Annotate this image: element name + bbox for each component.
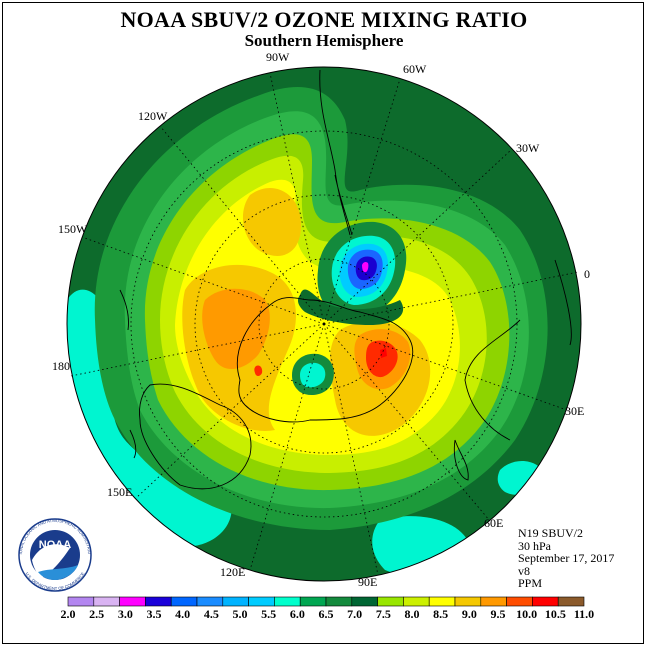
info-units: PPM bbox=[518, 576, 543, 590]
info-level: 30 hPa bbox=[518, 538, 551, 553]
lon-label-30w: 30W bbox=[516, 141, 540, 155]
colorbar-swatch bbox=[506, 596, 533, 607]
colorbar-tick-label: 9.0 bbox=[462, 607, 477, 621]
contour-9-5-west bbox=[202, 288, 270, 370]
colorbar-swatch bbox=[119, 596, 146, 607]
colorbar-swatch bbox=[248, 596, 275, 607]
colorbar-swatch bbox=[428, 596, 456, 607]
lon-label-60w: 60W bbox=[403, 62, 427, 76]
colorbar-tick-label: 6.5 bbox=[319, 607, 334, 621]
logo-seagull bbox=[32, 544, 70, 578]
colorbar-tick-label: 5.5 bbox=[261, 607, 276, 621]
latitude-circles bbox=[66, 66, 582, 582]
colorbar-tick-label: 7.0 bbox=[347, 607, 362, 621]
info-date: September 17, 2017 bbox=[518, 551, 615, 565]
lon-label-150e: 150E bbox=[107, 485, 132, 499]
lon-label-180: 180 bbox=[52, 359, 70, 373]
minimum-3-0 bbox=[362, 261, 369, 273]
colorbar-swatch bbox=[480, 596, 507, 607]
colorbar-swatch bbox=[196, 596, 224, 607]
colorbar-swatch bbox=[557, 596, 585, 607]
colorbar-tick-label: 10.5 bbox=[545, 607, 566, 621]
colorbar-tick-label: 3.5 bbox=[147, 607, 162, 621]
logo-wave bbox=[38, 565, 78, 580]
colorbar-tick-label: 7.5 bbox=[376, 607, 391, 621]
colorbar-tick-label: 2.0 bbox=[61, 607, 76, 621]
colorbar-swatch bbox=[274, 596, 301, 607]
colorbar-tick-label: 6.0 bbox=[290, 607, 305, 621]
contour-10-0 bbox=[366, 340, 398, 378]
colorbar-swatch bbox=[170, 596, 198, 607]
lon-label-30e: 30E bbox=[565, 404, 584, 418]
longitude-labels: 90W 60W 120W 30W 150W 0 180 30E 150E 60E… bbox=[52, 50, 590, 589]
ozone-field bbox=[67, 87, 548, 577]
logo-text: NOAA bbox=[39, 539, 71, 551]
colorbar-swatch bbox=[299, 596, 327, 607]
colorbar-tick-label: 5.0 bbox=[233, 607, 248, 621]
colorbar-tick-label: 4.0 bbox=[175, 607, 190, 621]
lon-label-0: 0 bbox=[584, 267, 590, 281]
colorbar: 2.0 2.5 3.0 3.5 4.0 4.5 5.0 5.5 6.0 6.5 7.0 7.5 8.0 8… bbox=[61, 596, 594, 621]
colorbar-tick-label: 8.0 bbox=[405, 607, 420, 621]
center-low bbox=[300, 362, 326, 388]
info-version: v8 bbox=[518, 563, 530, 578]
colorbar-tick-label: 2.5 bbox=[89, 607, 104, 621]
band-dark-green bbox=[297, 289, 404, 325]
colorbar-swatch bbox=[403, 596, 430, 607]
colorbar-swatch bbox=[377, 596, 404, 607]
map-title: NOAA SBUV/2 OZONE MIXING RATIO bbox=[120, 7, 528, 32]
colorbar-swatch bbox=[67, 596, 95, 607]
colorbar-tick-label: 11.0 bbox=[574, 607, 594, 621]
lon-label-120e: 120E bbox=[220, 565, 245, 579]
colorbar-swatch bbox=[325, 596, 353, 607]
colorbar-swatch bbox=[93, 596, 120, 607]
coastlines bbox=[119, 69, 572, 490]
colorbar-tick-label: 8.5 bbox=[433, 607, 448, 621]
info-satellite: N19 SBUV/2 bbox=[518, 526, 584, 540]
map-subtitle: Southern Hemisphere bbox=[244, 31, 404, 50]
meridians bbox=[70, 72, 579, 576]
colorbar-tick-label: 4.5 bbox=[204, 607, 219, 621]
colorbar-tick-label: 9.5 bbox=[491, 607, 506, 621]
info-block: N19 SBUV/2 30 hPa September 17, 2017 v8 … bbox=[518, 527, 614, 590]
colorbar-swatch bbox=[351, 596, 378, 607]
colorbar-swatch bbox=[145, 596, 172, 607]
lon-label-150w: 150W bbox=[58, 222, 88, 236]
colorbar-swatch bbox=[222, 596, 249, 607]
lon-label-120w: 120W bbox=[138, 109, 168, 123]
contour-10-5 bbox=[380, 348, 387, 358]
colorbar-tick-label: 10.0 bbox=[516, 607, 537, 621]
colorbar-tick-label: 3.0 bbox=[118, 607, 133, 621]
lon-label-90w: 90W bbox=[266, 50, 290, 64]
contour-9-0-north bbox=[242, 187, 301, 256]
lon-label-90e: 90E bbox=[358, 575, 377, 589]
contour-10-0-small bbox=[254, 365, 263, 376]
colorbar-swatch bbox=[532, 596, 559, 607]
colorbar-swatch bbox=[454, 596, 482, 607]
lon-label-60e: 60E bbox=[484, 516, 503, 530]
